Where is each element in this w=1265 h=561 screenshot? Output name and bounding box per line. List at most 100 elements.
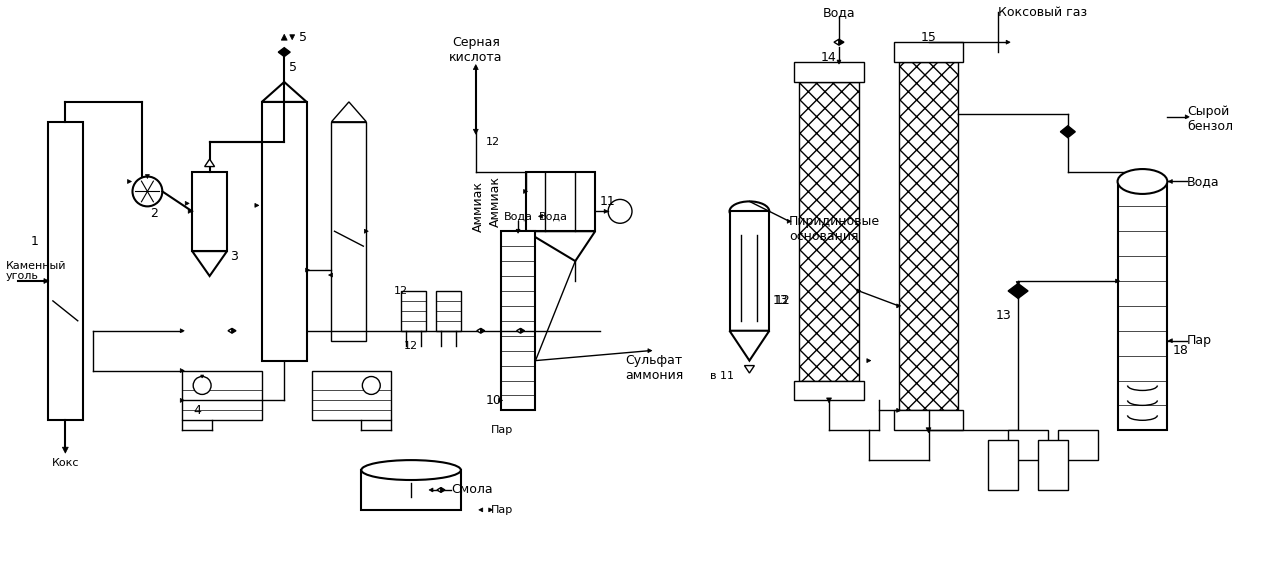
Polygon shape [481,328,484,333]
Text: Пар: Пар [491,505,512,515]
Text: Аммиак: Аммиак [472,181,486,232]
Polygon shape [834,39,839,45]
Polygon shape [473,65,478,70]
Polygon shape [436,488,441,493]
Circle shape [608,199,632,223]
Text: Вода: Вода [1188,175,1219,188]
Polygon shape [498,398,502,402]
Polygon shape [290,35,295,40]
Polygon shape [837,60,841,64]
Bar [501,231,535,410]
Polygon shape [441,488,445,493]
Bar [898,62,959,410]
Text: Пар: Пар [1188,334,1212,347]
Text: 13: 13 [773,295,788,307]
Bar [1058,430,1098,460]
Polygon shape [128,180,132,183]
Text: 18: 18 [1173,344,1188,357]
Text: Сульфат: Сульфат [625,354,682,367]
Ellipse shape [1117,169,1168,194]
Bar [1117,182,1168,430]
Polygon shape [525,231,596,261]
Polygon shape [897,304,901,308]
Text: Сырой: Сырой [1188,105,1230,118]
Bar [730,211,769,331]
Bar [192,172,226,251]
Polygon shape [839,39,844,45]
Text: Кокс: Кокс [52,458,80,468]
Polygon shape [516,328,521,333]
Bar [794,380,864,401]
Circle shape [362,376,381,394]
Polygon shape [867,358,870,362]
Bar [1008,430,1047,460]
Text: Пиридиновые: Пиридиновые [789,215,880,228]
Bar [262,102,306,361]
Text: 4: 4 [194,404,201,417]
Polygon shape [856,289,861,293]
Polygon shape [364,229,368,233]
Polygon shape [228,328,231,333]
Bar [988,440,1018,490]
Text: Вода: Вода [539,211,568,222]
Polygon shape [477,328,481,333]
Text: 15: 15 [921,31,936,44]
Text: Смола: Смола [450,484,492,496]
Text: 13: 13 [996,309,1011,323]
Text: основания: основания [789,229,859,243]
Text: Вода: Вода [503,211,533,222]
Polygon shape [262,82,306,102]
Text: 11: 11 [600,195,616,208]
Polygon shape [1060,126,1075,137]
Polygon shape [205,159,215,167]
Polygon shape [516,229,520,233]
Polygon shape [188,209,192,213]
Text: 14: 14 [821,50,837,63]
Circle shape [133,177,162,206]
Polygon shape [231,328,237,333]
Text: 12: 12 [395,286,409,296]
Text: бензол: бензол [1188,120,1233,134]
Polygon shape [730,331,769,361]
Polygon shape [524,190,528,194]
Polygon shape [329,273,333,277]
Text: 5: 5 [290,61,297,73]
Bar [311,371,391,420]
Bar [182,371,262,420]
Text: кислота: кислота [449,50,502,63]
Bar [1039,440,1068,490]
Text: 10: 10 [486,394,502,407]
Bar [525,172,596,231]
Text: Аммиак: Аммиак [490,176,502,227]
Polygon shape [926,428,931,433]
Text: уголь: уголь [6,271,39,281]
Polygon shape [62,447,68,453]
Polygon shape [180,398,185,402]
Polygon shape [254,204,259,208]
Polygon shape [488,508,492,512]
Bar [331,122,367,341]
Polygon shape [180,329,185,333]
Polygon shape [787,219,791,223]
Text: Серная: Серная [452,36,500,49]
Polygon shape [1016,282,1020,286]
Bar [794,62,864,82]
Polygon shape [429,488,433,492]
Polygon shape [201,375,204,378]
Polygon shape [473,129,478,134]
Polygon shape [826,398,831,403]
Bar [893,410,964,430]
Polygon shape [1008,283,1028,298]
Text: Пар: Пар [491,425,512,435]
Text: в 11: в 11 [710,370,734,380]
Polygon shape [145,174,149,178]
Text: Каменный: Каменный [6,261,67,271]
Polygon shape [1169,180,1173,183]
Polygon shape [605,209,608,213]
Polygon shape [1116,279,1120,283]
Bar [401,291,426,331]
Polygon shape [1006,40,1011,44]
Text: 12: 12 [486,137,500,146]
Circle shape [194,376,211,394]
Polygon shape [1185,115,1189,119]
